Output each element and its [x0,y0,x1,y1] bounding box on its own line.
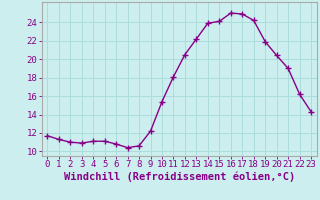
X-axis label: Windchill (Refroidissement éolien,°C): Windchill (Refroidissement éolien,°C) [64,172,295,182]
